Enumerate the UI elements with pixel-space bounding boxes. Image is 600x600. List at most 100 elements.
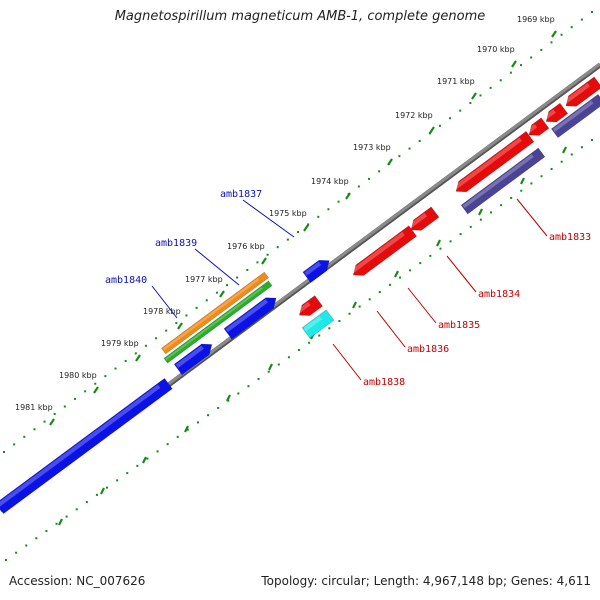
inner-track-dot xyxy=(237,392,240,395)
inner-track-dot xyxy=(25,544,28,547)
inner-tick-mark xyxy=(352,301,357,309)
outer-track-dot xyxy=(185,314,188,317)
inner-track-dot xyxy=(55,522,58,525)
outer-track-dot xyxy=(408,147,411,150)
inner-track-dot xyxy=(419,262,422,265)
accession-text: Accession: NC_007626 xyxy=(9,574,146,588)
kbp-tick-mark xyxy=(303,224,309,232)
inner-track-dot xyxy=(298,349,300,351)
inner-track-dot xyxy=(580,146,583,149)
inner-track-dot xyxy=(429,254,432,257)
inner-track-dot xyxy=(540,175,543,178)
inner-tick-mark xyxy=(562,146,567,154)
gene-red xyxy=(526,117,550,136)
gene-label-amb1833: amb1833 xyxy=(549,232,591,243)
inner-track-dot xyxy=(196,421,199,424)
inner-track-dot xyxy=(439,247,442,250)
inner-track-dot xyxy=(247,385,250,388)
inner-track-dot xyxy=(126,472,129,475)
inner-track-dot xyxy=(469,225,472,228)
gene-track xyxy=(0,76,600,515)
gene-purple xyxy=(460,147,546,215)
gene-blue-small xyxy=(302,259,330,283)
outer-track-dot xyxy=(124,359,127,362)
gene-purple xyxy=(550,93,600,139)
genome-title: Magnetospirillum magneticum AMB-1, compl… xyxy=(114,9,486,24)
inner-track-dot xyxy=(489,211,492,214)
label-leaders xyxy=(151,198,548,381)
outer-track-dot xyxy=(144,344,147,347)
inner-track-dot xyxy=(136,464,139,467)
kbp-label: 1979 kbp xyxy=(101,339,139,348)
outer-track-dot xyxy=(104,375,107,378)
label-leader-line xyxy=(332,343,362,381)
inner-track-dot xyxy=(186,428,189,431)
inner-track-dot xyxy=(106,486,109,489)
kbp-tick-mark xyxy=(345,192,351,200)
inner-track-dot xyxy=(35,537,38,540)
inner-track-dot xyxy=(257,377,260,380)
label-leader-line xyxy=(407,287,437,324)
inner-track-dot xyxy=(449,240,452,243)
inner-tick-mark xyxy=(226,394,231,402)
inner-track-dot xyxy=(530,182,533,185)
gene-label-amb1834: amb1834 xyxy=(478,289,520,300)
outer-track-dot xyxy=(540,48,543,51)
inner-tick-mark xyxy=(394,270,399,278)
inner-track-dot xyxy=(500,204,503,207)
gene-blue xyxy=(223,297,277,340)
outer-track-dot xyxy=(23,435,26,438)
inner-track-dot xyxy=(520,189,523,192)
gene-blue-long xyxy=(0,377,173,515)
outer-track-dot xyxy=(13,443,16,446)
outer-track-dot xyxy=(286,238,289,241)
outer-track-dot xyxy=(570,26,573,29)
inner-track-dot xyxy=(358,305,361,308)
inner-track-dot xyxy=(378,291,381,294)
outer-track-dot xyxy=(94,382,97,385)
outer-track-dot xyxy=(276,246,279,249)
gene-label-amb1840: amb1840 xyxy=(105,275,147,286)
inner-track-dot xyxy=(570,153,573,156)
outer-track-dot xyxy=(530,56,533,59)
outer-track-dot xyxy=(134,352,137,355)
kbp-tick-mark xyxy=(93,386,99,394)
kbp-tick-mark xyxy=(177,322,183,330)
outer-track-dot xyxy=(195,306,198,309)
inner-track-dot xyxy=(146,457,149,460)
inner-track-dot xyxy=(277,363,280,366)
kbp-label: 1974 kbp xyxy=(311,177,349,186)
gene-label-amb1839: amb1839 xyxy=(155,238,197,249)
inner-track-dot xyxy=(560,160,563,163)
outer-track-dot xyxy=(297,231,299,233)
inner-track-dot xyxy=(85,501,88,504)
kbp-tick-mark xyxy=(429,126,435,134)
inner-track-dot xyxy=(479,218,482,221)
inner-track-dot xyxy=(156,450,159,453)
label-leader-line xyxy=(151,285,178,319)
inner-track-dot xyxy=(459,233,462,236)
outer-track-dot xyxy=(520,64,523,67)
outer-track-dot xyxy=(175,322,178,325)
kbp-label: 1975 kbp xyxy=(269,209,307,218)
outer-tick-track xyxy=(3,11,593,453)
inner-track-dot xyxy=(207,414,210,417)
genome-summary-text: Topology: circular; Length: 4,967,148 bp… xyxy=(261,574,591,588)
kbp-tick-mark xyxy=(511,60,517,68)
outer-track-dot xyxy=(337,200,340,203)
inner-track-dot xyxy=(95,493,98,496)
outer-track-dot xyxy=(479,94,482,97)
outer-track-dot xyxy=(317,215,320,218)
gene-red xyxy=(453,130,535,193)
kbp-tick-mark xyxy=(551,30,557,38)
outer-track-dot xyxy=(307,223,310,226)
inner-track-dot xyxy=(45,530,48,533)
kbp-tick-mark xyxy=(387,158,393,166)
outer-track-dot xyxy=(53,413,56,416)
outer-track-dot xyxy=(165,329,168,332)
gene-label-amb1835: amb1835 xyxy=(438,320,480,331)
outer-track-dot xyxy=(591,11,593,13)
gene-red xyxy=(543,102,569,123)
outer-track-dot xyxy=(418,139,421,142)
